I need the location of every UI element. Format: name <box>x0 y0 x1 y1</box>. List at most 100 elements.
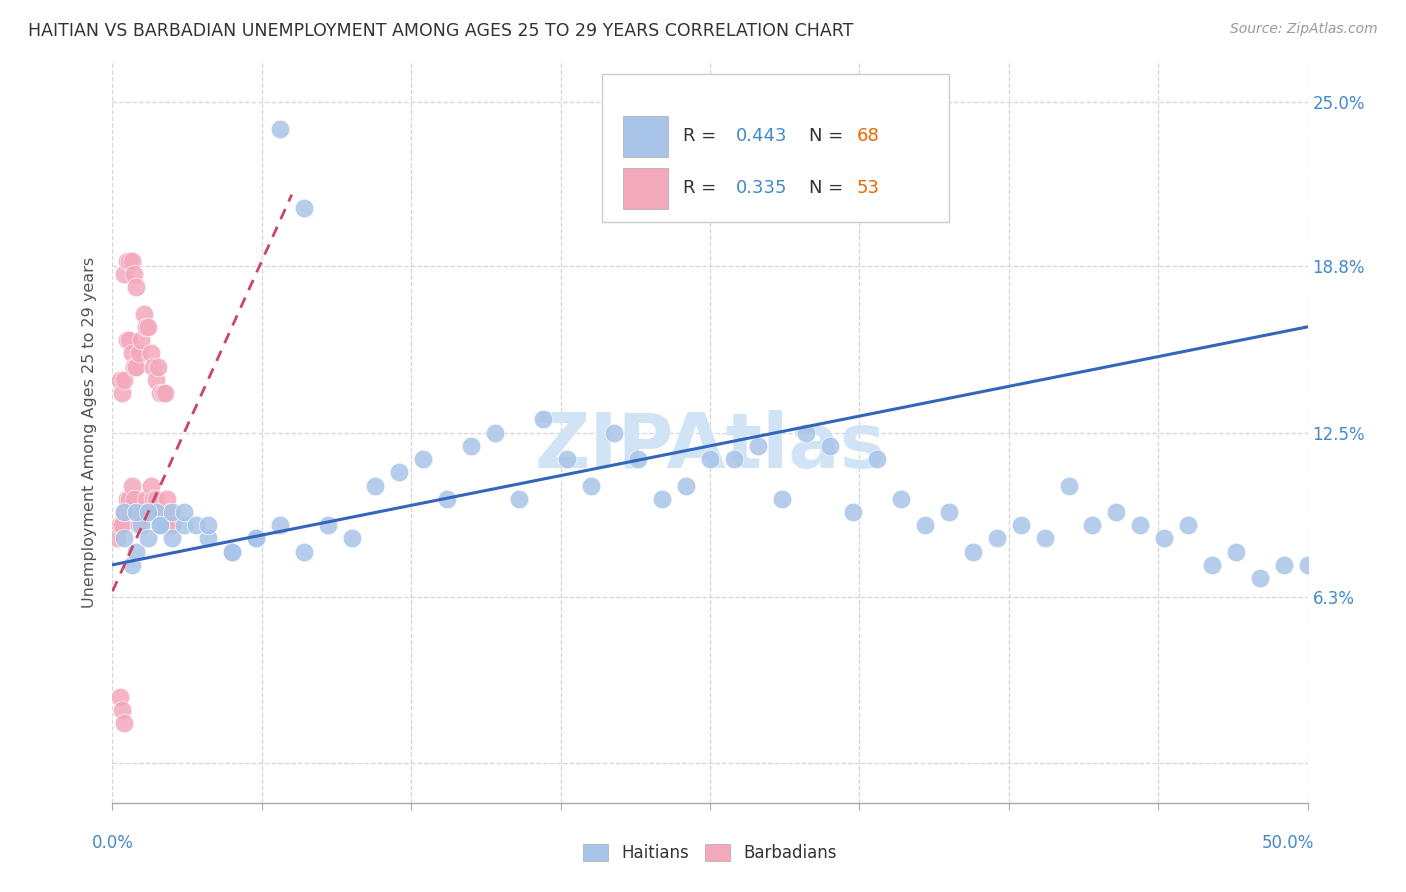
Point <box>1201 558 1223 572</box>
Point <box>173 505 195 519</box>
Point <box>269 121 291 136</box>
Text: 50.0%: 50.0% <box>1263 834 1315 852</box>
Point <box>152 386 174 401</box>
Point <box>292 544 315 558</box>
Point <box>162 532 183 546</box>
FancyBboxPatch shape <box>603 73 949 221</box>
Point <box>111 703 134 717</box>
Text: HAITIAN VS BARBADIAN UNEMPLOYMENT AMONG AGES 25 TO 29 YEARS CORRELATION CHART: HAITIAN VS BARBADIAN UNEMPLOYMENT AMONG … <box>28 22 853 40</box>
Point <box>145 373 167 387</box>
Point <box>388 465 411 479</box>
Point <box>1153 532 1175 546</box>
Point <box>121 478 143 492</box>
Point <box>938 505 960 519</box>
Point <box>125 359 148 374</box>
Point <box>340 532 363 546</box>
Point <box>1272 558 1295 572</box>
Point <box>108 690 131 704</box>
Point <box>627 452 650 467</box>
Point <box>149 518 172 533</box>
Point <box>142 491 165 506</box>
Point <box>579 478 602 492</box>
Point <box>162 518 183 533</box>
Point <box>770 491 793 506</box>
Point <box>121 253 143 268</box>
Point <box>146 505 169 519</box>
Point <box>675 478 697 492</box>
Text: 0.0%: 0.0% <box>91 834 134 852</box>
Text: R =: R = <box>682 128 721 145</box>
Point <box>128 346 150 360</box>
Point <box>1129 518 1152 533</box>
Point <box>186 518 208 533</box>
Point <box>115 253 138 268</box>
Text: N =: N = <box>810 128 849 145</box>
Point <box>135 491 157 506</box>
Text: 68: 68 <box>858 128 880 145</box>
Point <box>364 478 387 492</box>
Point <box>114 716 135 731</box>
Point <box>316 518 339 533</box>
Point <box>129 333 152 347</box>
Point <box>132 505 155 519</box>
Point <box>114 532 135 546</box>
Point <box>108 373 131 387</box>
Text: 53: 53 <box>858 179 880 197</box>
Point <box>115 333 138 347</box>
Point <box>149 505 172 519</box>
Point <box>436 491 458 506</box>
Point <box>651 491 673 506</box>
Text: N =: N = <box>810 179 849 197</box>
Point <box>114 505 135 519</box>
Point <box>128 518 150 533</box>
Point <box>115 491 138 506</box>
Point <box>146 359 169 374</box>
Point <box>135 319 157 334</box>
Y-axis label: Unemployment Among Ages 25 to 29 years: Unemployment Among Ages 25 to 29 years <box>82 257 97 608</box>
Point <box>149 518 172 533</box>
Point <box>145 505 167 519</box>
Point <box>173 518 195 533</box>
Point <box>159 505 181 519</box>
Text: ZIPAtlas: ZIPAtlas <box>534 410 886 484</box>
Point <box>121 558 143 572</box>
Point <box>138 319 160 334</box>
Text: R =: R = <box>682 179 721 197</box>
Point <box>890 491 912 506</box>
Point <box>460 439 482 453</box>
Point <box>747 439 769 453</box>
Point <box>142 359 165 374</box>
Point <box>122 359 145 374</box>
Point <box>145 491 167 506</box>
Text: Source: ZipAtlas.com: Source: ZipAtlas.com <box>1230 22 1378 37</box>
Point <box>197 532 219 546</box>
Point <box>1057 478 1080 492</box>
Point <box>153 518 176 533</box>
Point <box>842 505 865 519</box>
Point <box>118 333 141 347</box>
Point <box>1010 518 1032 533</box>
Point <box>1081 518 1104 533</box>
Point <box>412 452 434 467</box>
Point <box>108 518 131 533</box>
Point <box>818 439 841 453</box>
Point <box>114 505 135 519</box>
Point <box>484 425 506 440</box>
Point <box>118 491 141 506</box>
Point <box>125 505 148 519</box>
Point <box>122 267 145 281</box>
Point <box>156 491 179 506</box>
Text: 0.335: 0.335 <box>737 179 787 197</box>
Point <box>138 532 160 546</box>
Point <box>1249 571 1271 585</box>
FancyBboxPatch shape <box>623 168 668 209</box>
Point <box>152 505 174 519</box>
Point <box>603 425 626 440</box>
Point <box>129 505 152 519</box>
Point <box>138 505 160 519</box>
Point <box>122 491 145 506</box>
Point <box>114 373 135 387</box>
Point <box>121 346 143 360</box>
Point <box>139 346 162 360</box>
Point <box>139 478 162 492</box>
